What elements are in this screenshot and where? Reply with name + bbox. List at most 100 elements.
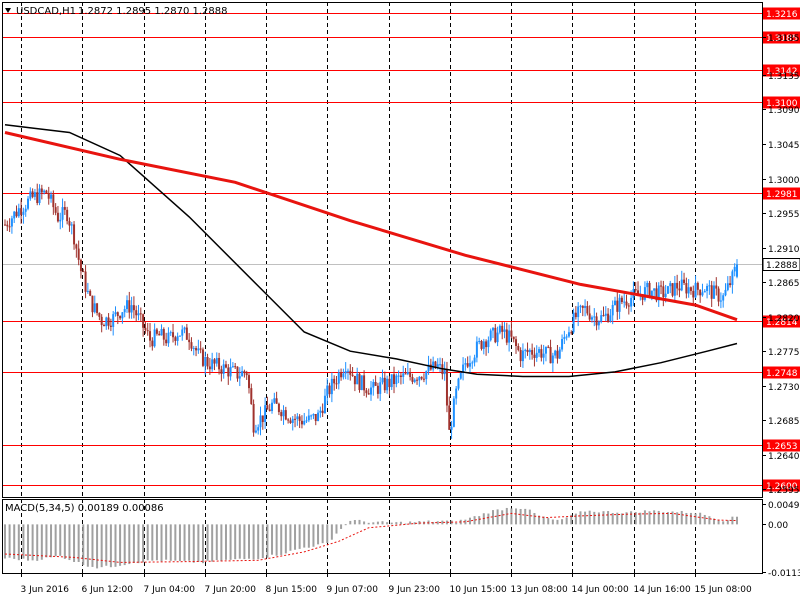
macd-histogram-bar: [593, 511, 596, 525]
macd-histogram-bar: [648, 511, 651, 525]
candle-body: [462, 364, 465, 373]
candle-body: [505, 329, 508, 343]
candle-body: [126, 300, 128, 310]
candle-body: [6, 224, 9, 227]
candle-body: [701, 292, 704, 296]
candle-body: [264, 405, 267, 423]
macd-histogram-bar: [45, 524, 48, 558]
macd-histogram-bar: [206, 524, 209, 561]
candle-body: [238, 376, 241, 379]
candle-body: [248, 375, 250, 389]
macd-histogram-bar: [689, 512, 692, 525]
candle-body: [436, 364, 439, 368]
candle-body: [526, 349, 529, 353]
candle-body: [192, 348, 195, 350]
macd-histogram-bar: [27, 524, 30, 561]
candle-body: [291, 418, 294, 423]
candle-body: [294, 418, 297, 420]
macd-histogram-bar: [602, 511, 605, 525]
candle-body: [397, 375, 400, 377]
candle-body: [224, 364, 227, 368]
candle-body: [353, 375, 356, 385]
candle-body: [61, 207, 64, 220]
macd-histogram-bar: [59, 524, 62, 556]
candle-body: [268, 409, 271, 411]
candle-body: [579, 305, 582, 307]
candle-body: [151, 340, 154, 347]
candle-body: [643, 287, 646, 300]
candle-body: [452, 398, 455, 427]
candle-body: [181, 329, 184, 336]
candle-body: [363, 375, 366, 391]
macd-histogram-bar: [119, 524, 122, 566]
candle-body: [379, 382, 382, 394]
time-tick-label: 14 Jun 16:00: [634, 585, 691, 595]
header-symbol: USDCAD,H1: [16, 6, 76, 17]
candle-body: [443, 369, 446, 375]
candle-body: [24, 208, 27, 212]
macd-histogram-bar: [643, 510, 646, 525]
macd-histogram-bar: [201, 524, 204, 564]
candle-body: [554, 350, 557, 356]
candle-body: [558, 349, 561, 359]
macd-histogram-bar: [625, 512, 628, 525]
time-tick-label: 3 Jun 2016: [21, 585, 70, 595]
candle-body: [611, 304, 614, 316]
candle-body: [176, 336, 179, 341]
macd-histogram-bar: [280, 524, 283, 555]
level-price-tag: [763, 64, 800, 77]
candle-body: [533, 354, 536, 358]
candle-body: [694, 282, 697, 298]
candle-body: [82, 271, 85, 273]
macd-histogram-bar: [220, 524, 223, 562]
macd-histogram-bar: [183, 524, 186, 561]
macd-histogram-bar: [505, 507, 508, 525]
candle-body: [696, 282, 699, 290]
candle-body: [637, 290, 640, 295]
macd-histogram-bar: [565, 517, 568, 525]
macd-histogram-bar: [257, 524, 260, 560]
candle-body: [653, 288, 656, 291]
candle-body: [59, 219, 62, 222]
candle-body: [8, 226, 11, 228]
candle-body: [289, 420, 292, 423]
macd-histogram-bar: [561, 519, 564, 525]
macd-histogram-bar: [266, 524, 269, 558]
level-price-tag: [763, 31, 800, 44]
candle-body: [54, 207, 57, 213]
macd-histogram-bar: [634, 512, 637, 525]
price-tick-label: 1.3135: [768, 72, 800, 82]
candle-body: [538, 349, 541, 353]
candle-body: [503, 329, 506, 332]
candle-body: [662, 286, 665, 298]
macd-histogram-bar: [344, 524, 347, 526]
macd-histogram-bar: [17, 524, 20, 561]
candle-body: [199, 348, 202, 350]
candle-body: [218, 357, 221, 370]
level-price-label: 1.2653: [766, 442, 798, 452]
candle-body: [413, 379, 416, 382]
candle-body: [584, 305, 587, 308]
price-tick-label: 1.2820: [768, 314, 800, 324]
candle-body: [107, 317, 110, 326]
candle-body: [40, 188, 43, 193]
candle-body: [333, 378, 336, 384]
candle-body: [418, 376, 421, 381]
main-plot-frame: [2, 2, 763, 498]
candle-body: [158, 333, 161, 336]
macd-histogram-bar: [275, 524, 278, 556]
macd-histogram-bar: [31, 524, 34, 561]
candle-body: [703, 290, 706, 293]
candle-body: [464, 363, 467, 365]
triangle-down-icon[interactable]: [5, 8, 11, 13]
candle-body: [266, 405, 269, 410]
candle-body: [614, 300, 616, 305]
candle-body: [132, 305, 135, 311]
macd-histogram-bar: [146, 524, 149, 561]
candle-body: [70, 224, 73, 226]
macd-histogram-bar: [4, 524, 6, 559]
candle-body: [68, 221, 71, 226]
candle-body: [36, 192, 39, 204]
